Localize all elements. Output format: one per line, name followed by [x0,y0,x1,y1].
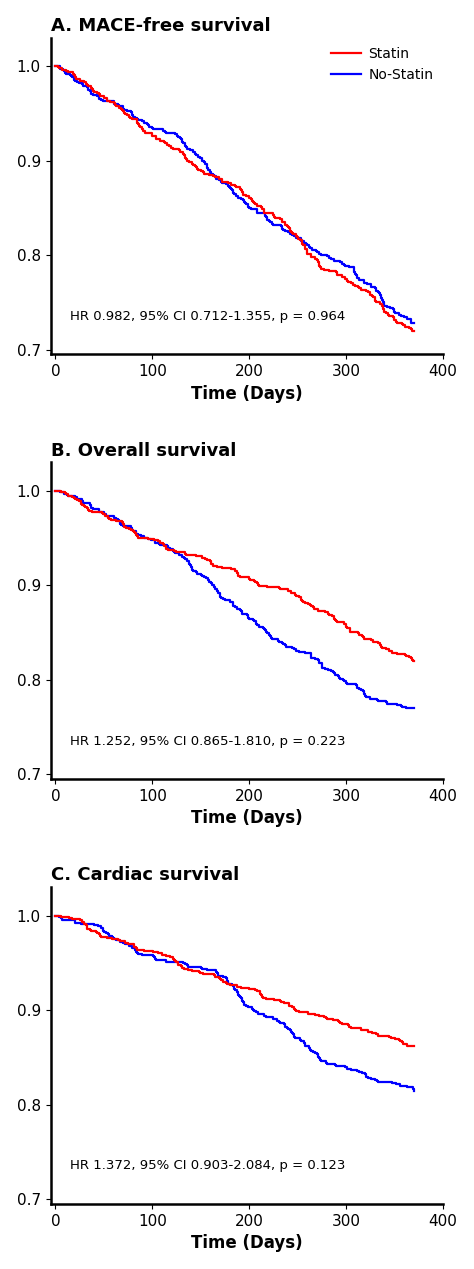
Text: HR 1.372, 95% CI 0.903-2.084, p = 0.123: HR 1.372, 95% CI 0.903-2.084, p = 0.123 [70,1160,346,1173]
X-axis label: Time (Days): Time (Days) [191,810,302,827]
X-axis label: Time (Days): Time (Days) [191,1235,302,1253]
Text: A. MACE-free survival: A. MACE-free survival [51,16,270,34]
Text: HR 0.982, 95% CI 0.712-1.355, p = 0.964: HR 0.982, 95% CI 0.712-1.355, p = 0.964 [70,310,346,322]
Legend: Statin, No-Statin: Statin, No-Statin [325,42,439,88]
X-axis label: Time (Days): Time (Days) [191,385,302,402]
Text: C. Cardiac survival: C. Cardiac survival [51,867,239,884]
Text: B. Overall survival: B. Overall survival [51,442,236,459]
Text: HR 1.252, 95% CI 0.865-1.810, p = 0.223: HR 1.252, 95% CI 0.865-1.810, p = 0.223 [70,735,346,747]
